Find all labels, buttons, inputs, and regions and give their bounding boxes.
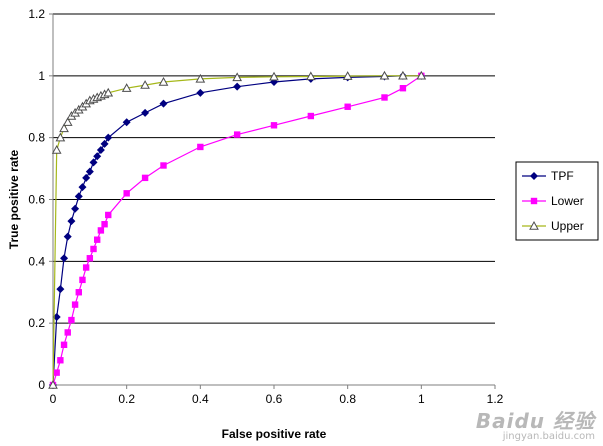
x-tick-label: 0.8 bbox=[339, 392, 356, 406]
data-point-tpf bbox=[78, 183, 87, 192]
data-point-lower bbox=[97, 227, 105, 234]
data-point-lower bbox=[307, 112, 315, 120]
data-point-lower bbox=[101, 221, 108, 228]
y-axis-title: True positive rate bbox=[7, 149, 21, 249]
data-point-upper bbox=[62, 117, 73, 126]
data-point-lower bbox=[75, 289, 82, 296]
data-point-lower bbox=[399, 85, 407, 92]
series-tpf bbox=[49, 71, 426, 389]
data-point-tpf bbox=[74, 192, 83, 201]
data-point-upper bbox=[232, 72, 243, 82]
legend-label-tpf: TPF bbox=[551, 169, 574, 183]
data-point-lower bbox=[233, 131, 241, 138]
data-point-upper bbox=[305, 71, 316, 81]
data-point-upper bbox=[140, 80, 150, 89]
data-point-lower bbox=[105, 211, 112, 219]
data-point-upper bbox=[398, 70, 408, 80]
data-point-upper bbox=[158, 76, 169, 86]
data-point-tpf bbox=[56, 285, 65, 294]
data-point-upper bbox=[59, 123, 69, 133]
data-point-tpf bbox=[67, 217, 76, 226]
series-upper bbox=[48, 70, 427, 389]
series-line-tpf bbox=[52, 75, 422, 386]
series-line-upper bbox=[52, 75, 422, 386]
data-point-upper bbox=[416, 70, 427, 80]
data-point-tpf bbox=[122, 118, 131, 127]
data-point-lower bbox=[160, 162, 167, 169]
data-point-tpf bbox=[100, 139, 109, 148]
watermark: Baidu 经验 jingyan.baidu.com bbox=[475, 408, 595, 443]
data-point-upper bbox=[121, 83, 132, 92]
data-point-tpf bbox=[93, 152, 102, 161]
data-point-lower bbox=[57, 357, 64, 364]
data-point-tpf bbox=[141, 108, 150, 117]
data-point-tpf bbox=[60, 254, 69, 263]
data-point-tpf bbox=[159, 99, 168, 108]
data-point-upper bbox=[342, 71, 353, 80]
legend-label-lower: Lower bbox=[551, 194, 584, 208]
x-axis-title: False positive rate bbox=[222, 427, 327, 441]
y-tick-label: 0 bbox=[38, 378, 45, 392]
data-point-lower bbox=[64, 329, 71, 336]
data-point-tpf bbox=[89, 158, 98, 167]
watermark-logo-text: Baidu 经验 bbox=[475, 408, 595, 433]
y-tick-label: 0.8 bbox=[28, 131, 45, 145]
data-point-lower bbox=[270, 122, 278, 129]
watermark-url: jingyan.baidu.com bbox=[502, 430, 595, 442]
y-tick-label: 1 bbox=[38, 69, 45, 83]
data-point-upper bbox=[379, 70, 390, 80]
series-lower bbox=[49, 72, 425, 389]
x-tick-label: 0.2 bbox=[118, 392, 135, 406]
gridlines bbox=[53, 13, 495, 324]
data-point-lower bbox=[197, 143, 204, 151]
data-point-lower bbox=[68, 316, 75, 324]
data-point-tpf bbox=[233, 82, 242, 91]
y-tick-label: 0.4 bbox=[28, 254, 45, 268]
x-tick-label: 0.6 bbox=[266, 392, 283, 406]
y-tick-label: 1.2 bbox=[28, 7, 45, 21]
data-point-lower bbox=[82, 264, 90, 271]
data-point-tpf bbox=[196, 88, 205, 97]
data-point-lower bbox=[60, 341, 68, 349]
y-tick-labels: 0 0.2 0.4 0.6 0.8 1 1.2 bbox=[28, 7, 53, 392]
data-point-lower bbox=[71, 301, 79, 308]
y-tick-label: 0.6 bbox=[28, 193, 45, 207]
legend-label-upper: Upper bbox=[551, 219, 584, 233]
data-point-lower bbox=[123, 190, 130, 197]
data-point-tpf bbox=[85, 167, 94, 176]
data-point-tpf bbox=[96, 146, 105, 155]
data-point-lower bbox=[86, 255, 94, 262]
data-point-upper bbox=[269, 71, 279, 81]
data-point-upper bbox=[51, 145, 62, 154]
data-point-lower bbox=[53, 369, 60, 376]
legend-marker-lower bbox=[530, 197, 538, 205]
legend-marker-upper bbox=[529, 220, 539, 230]
data-point-lower bbox=[141, 174, 149, 182]
x-tick-label: 1.2 bbox=[487, 392, 504, 406]
data-point-tpf bbox=[71, 204, 80, 213]
data-point-lower bbox=[344, 103, 351, 110]
data-point-upper bbox=[55, 132, 66, 142]
legend-marker-tpf bbox=[530, 172, 538, 180]
data-point-lower bbox=[79, 276, 86, 284]
x-tick-labels: 0 0.2 0.4 0.6 0.8 1 1.2 bbox=[50, 385, 504, 406]
y-tick-label: 0.2 bbox=[28, 316, 45, 330]
data-point-lower bbox=[90, 245, 97, 253]
x-tick-label: 1 bbox=[418, 392, 425, 406]
plot-area bbox=[48, 70, 427, 389]
series-line-lower bbox=[52, 75, 422, 386]
data-point-tpf bbox=[104, 133, 113, 142]
data-point-upper bbox=[195, 73, 206, 83]
x-tick-label: 0.4 bbox=[192, 392, 209, 406]
data-point-upper bbox=[103, 87, 114, 97]
data-point-lower bbox=[381, 94, 388, 101]
data-point-tpf bbox=[63, 232, 72, 241]
data-point-upper bbox=[48, 379, 58, 389]
data-point-tpf bbox=[82, 173, 91, 182]
data-point-lower bbox=[94, 236, 101, 243]
x-tick-label: 0 bbox=[50, 392, 57, 406]
legend: TPF Lower Upper bbox=[515, 161, 599, 241]
